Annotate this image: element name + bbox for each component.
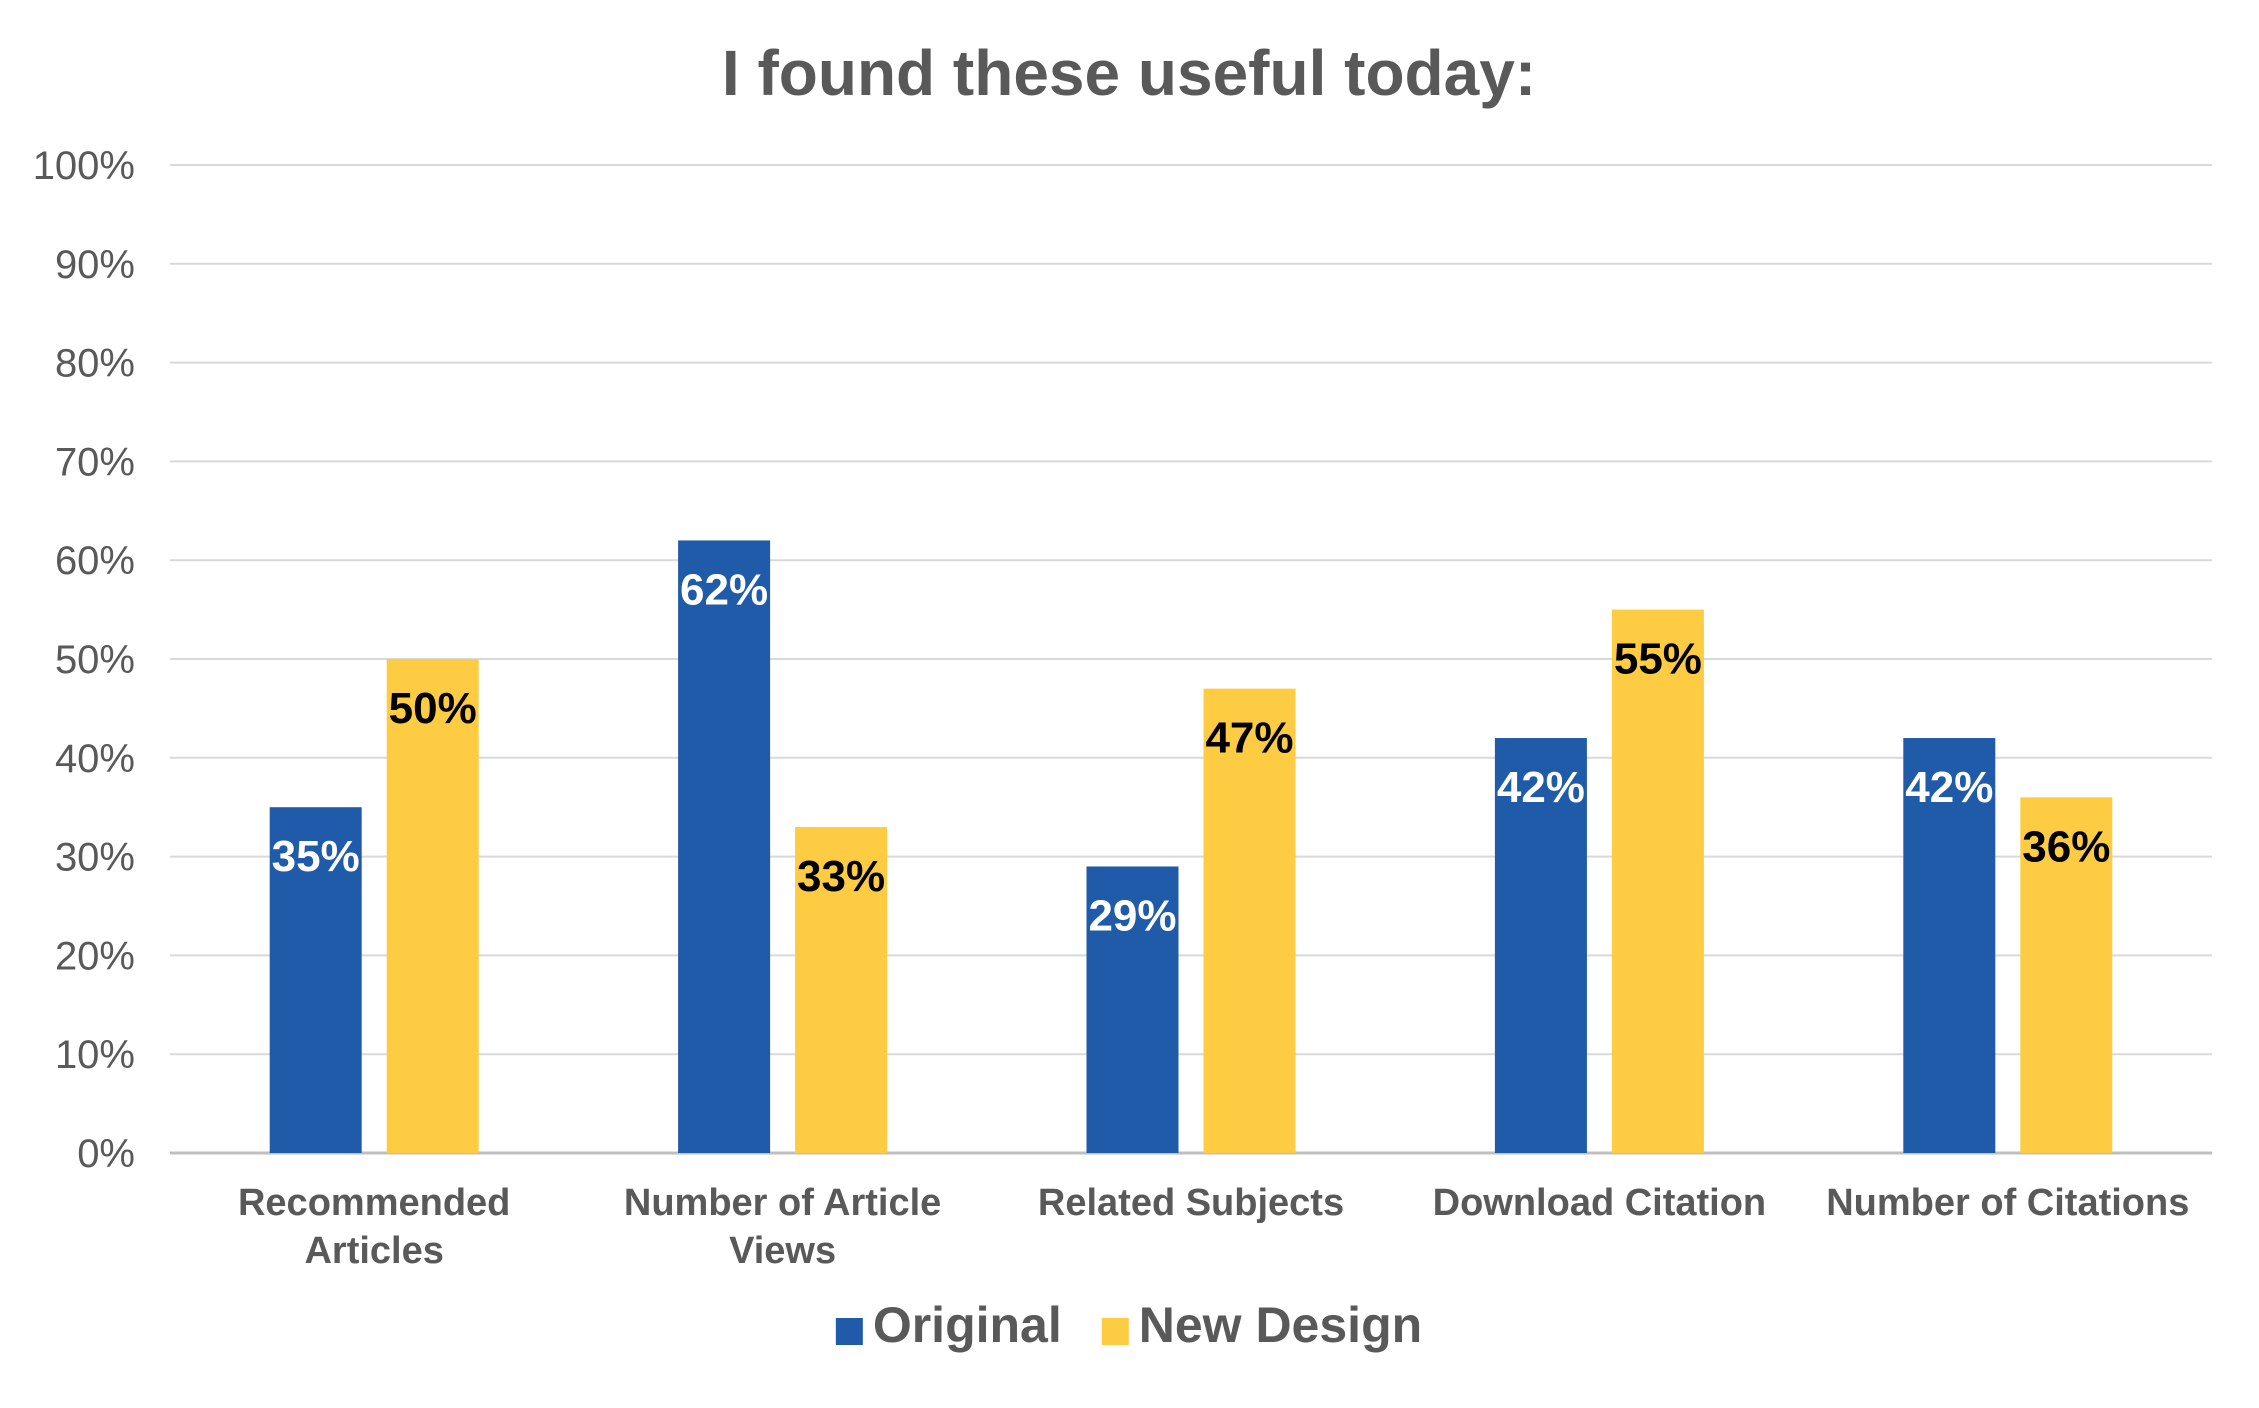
data-label: 35% [272,832,360,881]
x-tick-label: Related Subjects [1038,1182,1344,1224]
data-label: 29% [1088,891,1176,940]
bar-original [1494,738,1587,1153]
bar-new-design [1203,688,1296,1153]
y-tick-label: 20% [55,934,135,978]
bar-new-design [2020,797,2113,1153]
y-tick-label: 10% [55,1033,135,1077]
data-label: 62% [680,565,768,614]
y-tick-label: 60% [55,539,135,583]
bar-original [678,540,771,1153]
legend: Original New Design [835,1297,1422,1353]
y-tick-label: 70% [55,440,135,484]
data-label: 55% [1614,635,1702,684]
x-tick-label: Download Citation [1433,1182,1767,1224]
data-label: 50% [389,684,477,733]
data-label: 42% [1497,763,1585,812]
x-tick-label: Recommended Articles [238,1182,510,1272]
data-label: 36% [2022,822,2110,871]
legend-item-new-design: New Design [1101,1297,1422,1353]
data-label: 33% [797,852,885,901]
bar-original [1903,738,1996,1153]
y-tick-label: 80% [55,342,135,386]
data-label: 42% [1905,763,1993,812]
x-tick-label: Number of Article Views [624,1182,941,1272]
y-tick-label: 100% [33,144,135,188]
chart-title: I found these useful today: [722,37,1536,109]
legend-label: New Design [1139,1297,1422,1353]
bar-new-design [1611,609,1704,1153]
x-tick-label: Number of Citations [1826,1182,2189,1224]
data-label: 47% [1205,714,1293,763]
y-tick-label: 90% [55,243,135,287]
legend-label: Original [873,1297,1062,1353]
legend-swatch [835,1318,863,1345]
y-tick-label: 0% [77,1132,135,1176]
bar-new-design [795,826,888,1153]
bar-original [269,807,362,1153]
y-tick-label: 50% [55,638,135,682]
bar-original [1086,866,1179,1153]
legend-swatch [1101,1318,1129,1345]
y-tick-label: 30% [55,836,135,880]
y-tick-label: 40% [55,737,135,781]
x-axis-ticks: Recommended Articles Number of Article View… [238,1182,2189,1272]
bars [269,540,2113,1153]
bar-new-design [386,659,479,1153]
y-axis-ticks: 0% 10% 20% 30% 40% 50% 60% 70% 80% 90% 100% [33,144,135,1176]
gridlines [170,164,2212,1155]
data-labels: 35% 50% 62% 33% 29% 47% 42% 55% 42% 36% [272,565,2111,940]
legend-item-original: Original [835,1297,1062,1353]
